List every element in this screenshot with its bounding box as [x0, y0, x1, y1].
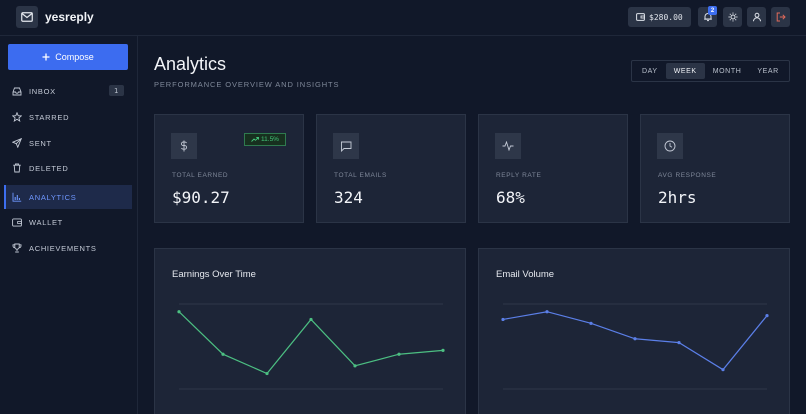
sidebar-item-inbox[interactable]: INBOX 1: [4, 79, 132, 103]
range-day-button[interactable]: DAY: [642, 67, 658, 75]
wallet-balance: $280.00: [649, 12, 683, 22]
brand-name: yesreply: [45, 10, 94, 24]
stat-value: $90.27: [172, 188, 230, 207]
page-subtitle: PERFORMANCE OVERVIEW AND INSIGHTS: [154, 80, 340, 89]
top-bar: yesreply $280.00 2: [0, 0, 806, 36]
message-icon: [333, 133, 359, 159]
stat-label: AVG RESPONSE: [658, 172, 717, 179]
data-point[interactable]: [545, 310, 549, 314]
star-icon: [12, 112, 22, 122]
email-volume-line-chart: [501, 303, 769, 390]
chart-title: Earnings Over Time: [172, 269, 256, 280]
earnings-line-chart: [177, 303, 445, 390]
inbox-icon: [12, 87, 22, 95]
sidebar-item-label: ANALYTICS: [29, 192, 77, 202]
trend-up-icon: [251, 137, 259, 142]
sun-icon: [728, 12, 737, 22]
page-title: Analytics: [154, 54, 227, 74]
data-point[interactable]: [397, 352, 401, 356]
stat-card-reply-rate: REPLY RATE 68%: [478, 114, 628, 223]
sidebar-item-label: ACHIEVEMENTS: [29, 243, 97, 253]
stat-card-total-earned: 11.5% TOTAL EARNED $90.27: [154, 114, 304, 223]
stat-value: 68%: [496, 188, 525, 207]
stat-value: 2hrs: [658, 188, 697, 207]
data-point[interactable]: [177, 310, 181, 314]
data-point[interactable]: [501, 317, 505, 322]
data-point[interactable]: [589, 321, 593, 325]
data-point[interactable]: [765, 313, 769, 318]
trend-value: 11.5%: [261, 136, 279, 143]
wallet-icon: [636, 13, 645, 21]
plus-icon: [42, 53, 50, 61]
dollar-icon: [171, 133, 197, 159]
sidebar-item-starred[interactable]: STARRED: [4, 105, 132, 129]
trend-up-badge: 11.5%: [244, 133, 286, 146]
data-point[interactable]: [721, 368, 725, 372]
user-icon: [752, 12, 761, 22]
activity-icon: [495, 133, 521, 159]
wallet-balance-button[interactable]: $280.00: [628, 7, 691, 27]
sidebar-item-label: SENT: [29, 138, 52, 148]
stat-label: TOTAL EMAILS: [334, 172, 387, 179]
email-volume-chart-card: Email Volume: [478, 248, 790, 414]
range-month-button[interactable]: MONTH: [712, 67, 742, 75]
logout-icon: [776, 12, 786, 22]
data-point[interactable]: [677, 341, 681, 345]
data-point[interactable]: [633, 337, 637, 341]
bar-chart-icon: [12, 192, 22, 202]
range-week-button[interactable]: WEEK: [665, 63, 705, 79]
compose-button[interactable]: Compose: [8, 44, 128, 70]
trash-icon: [13, 163, 21, 173]
sidebar-item-label: STARRED: [29, 112, 70, 122]
data-point[interactable]: [441, 348, 445, 352]
stat-label: REPLY RATE: [496, 172, 542, 179]
range-year-button[interactable]: YEAR: [757, 67, 779, 75]
sidebar-item-label: INBOX: [29, 86, 56, 96]
series-line: [502, 311, 768, 371]
profile-button[interactable]: [747, 7, 766, 27]
time-range-selector: DAY WEEK MONTH YEAR: [631, 60, 790, 82]
mail-logo-icon[interactable]: [16, 6, 38, 28]
earnings-chart-card: Earnings Over Time: [154, 248, 466, 414]
send-icon: [12, 138, 22, 148]
chart-title: Email Volume: [496, 269, 555, 280]
wallet-icon: [12, 217, 22, 227]
stat-value: 324: [334, 188, 363, 207]
logout-button[interactable]: [771, 7, 790, 27]
sidebar-item-label: WALLET: [29, 217, 63, 227]
trophy-icon: [12, 243, 22, 253]
stat-card-total-emails: TOTAL EMAILS 324: [316, 114, 466, 223]
stat-card-avg-response: AVG RESPONSE 2hrs: [640, 114, 790, 223]
sidebar-item-deleted[interactable]: DELETED: [4, 156, 132, 180]
theme-toggle-button[interactable]: [723, 7, 742, 27]
compose-label: Compose: [55, 52, 94, 62]
sidebar-item-analytics[interactable]: ANALYTICS: [4, 185, 132, 209]
notification-badge: 2: [708, 6, 717, 15]
inbox-count-badge: 1: [109, 85, 124, 96]
stat-label: TOTAL EARNED: [172, 172, 229, 179]
clock-icon: [657, 133, 683, 159]
sidebar-item-wallet[interactable]: WALLET: [4, 210, 132, 234]
data-point[interactable]: [265, 371, 269, 376]
sidebar-item-achievements[interactable]: ACHIEVEMENTS: [4, 236, 132, 260]
sidebar-item-label: DELETED: [29, 163, 69, 173]
data-point[interactable]: [309, 317, 313, 322]
sidebar-item-sent[interactable]: SENT: [4, 131, 132, 155]
data-point[interactable]: [221, 352, 225, 356]
sidebar: Compose INBOX 1 STARRED SENT DELETED ANA…: [0, 36, 138, 414]
data-point[interactable]: [353, 364, 357, 368]
